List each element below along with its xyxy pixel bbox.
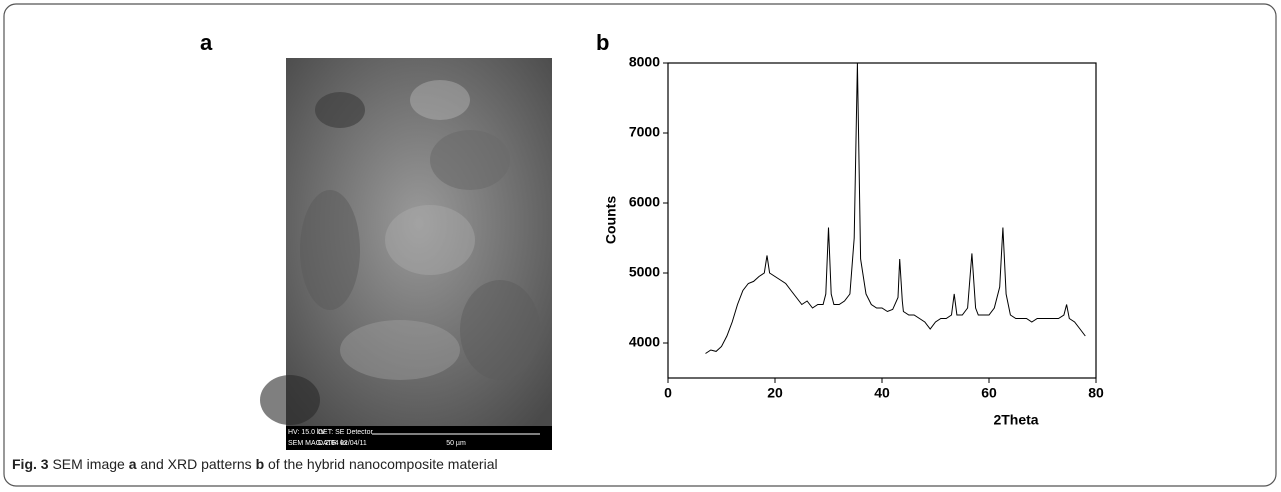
sem-image: HV: 15.0 kV DET: SE Detector SEM MAG: 2.… [260, 58, 552, 450]
x-tick-label: 40 [874, 385, 890, 401]
sem-scale: 50 µm [446, 440, 466, 447]
sem-info: DATE: 02/04/11 [318, 440, 367, 447]
caption-part: b [255, 456, 265, 472]
x-tick-label: 80 [1088, 385, 1104, 401]
sem-info: DET: SE Detector [318, 429, 374, 436]
y-axis-label: Counts [603, 196, 619, 244]
x-tick-label: 20 [767, 385, 783, 401]
data-line [705, 62, 1086, 354]
caption-part: and XRD patterns [136, 456, 256, 472]
sem-info: HV: 15.0 kV [288, 429, 325, 436]
sem-info: SEM MAG: 2.04 kx [288, 440, 348, 447]
panel-label: a [200, 30, 213, 55]
y-tick-label: 5000 [629, 264, 660, 280]
caption: Fig. 3 SEM image a and XRD patterns b of… [12, 456, 498, 472]
caption-part: Fig. 3 [12, 456, 49, 472]
panel-label: b [596, 30, 609, 55]
x-tick-label: 0 [664, 385, 672, 401]
caption-part: of the hybrid nanocomposite material [264, 456, 498, 472]
y-tick-label: 8000 [629, 54, 660, 70]
y-tick-label: 7000 [629, 124, 660, 140]
x-tick-label: 60 [981, 385, 997, 401]
y-tick-label: 4000 [629, 334, 660, 350]
frame [3, 3, 1277, 487]
x-axis-label: 2Theta [993, 412, 1038, 428]
plot-frame [667, 62, 1097, 379]
caption-part: a [128, 456, 137, 472]
y-tick-label: 6000 [629, 194, 660, 210]
caption-part: SEM image [48, 456, 129, 472]
